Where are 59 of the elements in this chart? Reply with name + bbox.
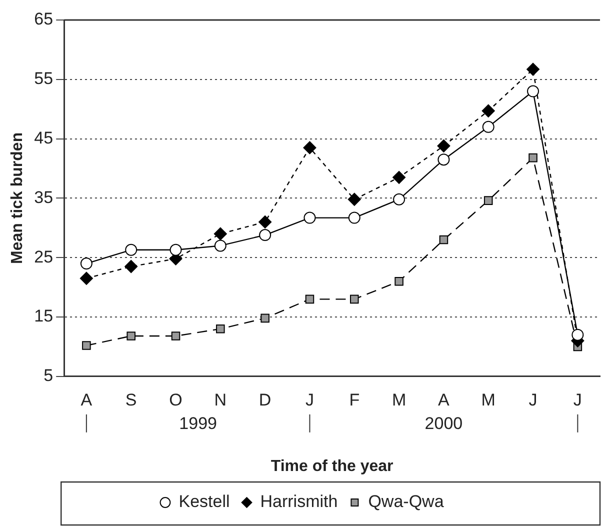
legend-label: Kestell: [178, 492, 230, 512]
point: [528, 153, 538, 162]
point: [125, 244, 138, 256]
point: [482, 120, 494, 133]
y-tick-label: 35: [34, 188, 54, 207]
point: [80, 258, 92, 270]
y-tick-label: 55: [34, 69, 54, 88]
point: [348, 192, 361, 206]
point: [484, 196, 493, 205]
point: [393, 193, 406, 206]
point: [124, 260, 138, 274]
x-tick-label: S: [125, 390, 137, 410]
point: [214, 227, 227, 240]
point: [258, 215, 272, 228]
point: [126, 332, 136, 340]
point: [260, 314, 270, 323]
y-tick-label: 5: [44, 366, 54, 386]
x-tick-label: F: [349, 390, 360, 410]
x-tick-label: J: [305, 390, 314, 410]
point: [437, 139, 450, 152]
x-tick-label: O: [169, 390, 182, 410]
point: [82, 341, 91, 350]
point: [394, 276, 404, 286]
x-tick-label: M: [481, 390, 496, 410]
point: [171, 332, 180, 340]
text: 2000: [424, 414, 463, 434]
x-tick-label: J: [573, 390, 582, 410]
point: [482, 104, 495, 118]
point: [216, 324, 225, 334]
text: 1999: [179, 414, 217, 434]
legend-label: Qwa-Qwa: [368, 492, 444, 512]
y-tick-label: 25: [34, 247, 54, 266]
y-tick-label: 15: [34, 306, 54, 326]
y-axis-title: Mean tick burden: [9, 132, 26, 264]
y-tick-label: 45: [34, 128, 54, 148]
x-tick-label: A: [80, 390, 93, 410]
point: [350, 294, 359, 304]
point: [259, 229, 272, 242]
y-tick-label: 65: [34, 10, 54, 29]
x-tick-label: M: [392, 390, 406, 410]
point: [438, 154, 450, 166]
point: [303, 141, 316, 154]
point: [214, 240, 226, 252]
point: [304, 212, 316, 224]
point: [572, 328, 584, 341]
x-tick-label: N: [214, 390, 227, 410]
point: [439, 235, 448, 244]
point: [527, 85, 540, 98]
point: [348, 212, 360, 224]
point: [526, 62, 540, 76]
point: [392, 170, 406, 184]
point: [170, 244, 182, 256]
x-tick-label: D: [258, 390, 272, 410]
x-axis-title: Time of the year: [270, 458, 394, 475]
legend-label: Harrismith: [260, 492, 338, 512]
point: [80, 272, 93, 285]
point: [305, 294, 314, 304]
x-tick-label: A: [438, 390, 450, 410]
x-tick-label: J: [528, 390, 538, 410]
